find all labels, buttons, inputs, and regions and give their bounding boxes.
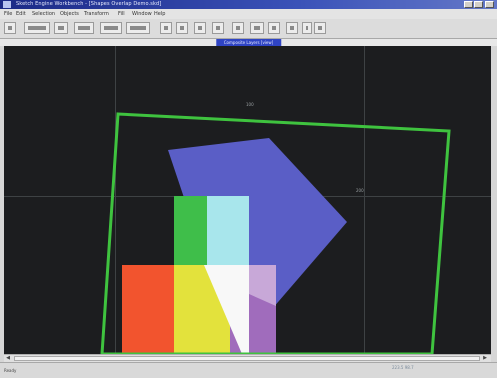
grid-line-vertical [364, 46, 365, 354]
close-button[interactable] [485, 1, 494, 8]
scroll-left-arrow-icon[interactable]: ◀ [6, 355, 10, 361]
scrollbar-thumb[interactable] [14, 356, 480, 361]
status-coordinates: 223.5 98.7 [392, 365, 414, 370]
zoom-out-button[interactable] [232, 22, 244, 34]
cut-button[interactable] [100, 22, 122, 34]
status-bar: Ready 223.5 98.7 [0, 362, 497, 378]
stroke-tool-button[interactable] [302, 22, 312, 34]
paste-button[interactable] [160, 22, 172, 34]
menu-edit[interactable]: Edit [16, 11, 26, 17]
menu-objects[interactable]: Objects [60, 11, 79, 17]
drawing-canvas[interactable]: 100 200 [4, 46, 491, 354]
zoom-in-button[interactable] [212, 22, 224, 34]
axis-label-right: 200 [356, 188, 364, 193]
red-rectangle-shape[interactable] [122, 265, 176, 354]
copy-button[interactable] [126, 22, 150, 34]
fill-tool-button[interactable] [286, 22, 298, 34]
new-button[interactable] [4, 22, 16, 34]
toolbar [0, 19, 497, 39]
undo-button[interactable] [176, 22, 188, 34]
maximize-button[interactable] [474, 1, 483, 8]
app-icon [3, 1, 11, 8]
view-title: Composite Layers [view] [215, 39, 282, 46]
title-bar[interactable]: Sketch Engine Workbench - [Shapes Overla… [0, 0, 497, 9]
view-header: Composite Layers [view] [0, 39, 497, 46]
color-tool-button[interactable] [314, 22, 326, 34]
shapes-layer [100, 112, 451, 354]
menu-transform[interactable]: Transform [84, 11, 109, 17]
grid-line-vertical [115, 46, 116, 354]
menu-file[interactable]: File [4, 11, 13, 17]
redo-button[interactable] [194, 22, 206, 34]
green-rectangle-shape[interactable] [174, 196, 207, 268]
open-button[interactable] [24, 22, 50, 34]
menu-bar: File Edit Selection Objects Transform Fi… [0, 9, 497, 19]
white-overlap-triangle [204, 265, 249, 354]
print-button[interactable] [74, 22, 94, 34]
window-title: Sketch Engine Workbench - [Shapes Overla… [16, 1, 162, 7]
select-tool-button[interactable] [250, 22, 264, 34]
menu-selection[interactable]: Selection [32, 11, 56, 17]
horizontal-scrollbar[interactable]: ◀ ▶ [4, 354, 491, 362]
rotate-tool-button[interactable] [268, 22, 280, 34]
save-button[interactable] [54, 22, 68, 34]
light-overlap-region [249, 265, 276, 306]
green-outline-shape[interactable] [100, 112, 451, 354]
menu-window[interactable]: Window [132, 11, 152, 17]
menu-fill[interactable]: Fill [118, 11, 125, 17]
scroll-right-arrow-icon[interactable]: ▶ [483, 355, 487, 361]
menu-help[interactable]: Help [154, 11, 166, 17]
cyan-rectangle-shape[interactable] [207, 196, 249, 268]
status-text: Ready [4, 368, 17, 373]
minimize-button[interactable] [464, 1, 473, 8]
axis-label-top: 100 [246, 102, 254, 107]
